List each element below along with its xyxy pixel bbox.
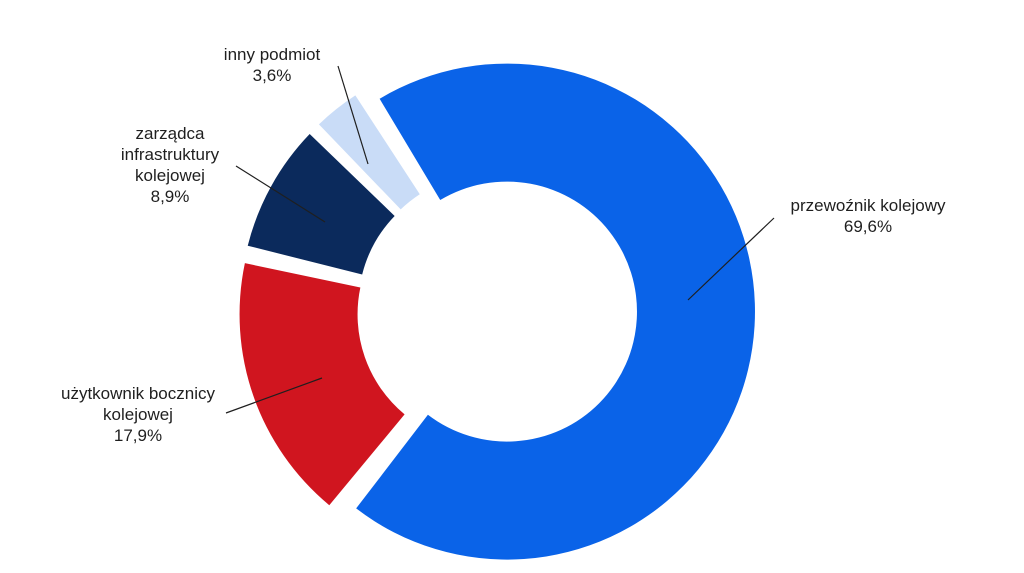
leader-line-uzytkownik-bocznicy-kolejowej — [225, 377, 323, 414]
data-label-uzytkownik-bocznicy-kolejowej: użytkownik bocznicy kolejowej 17,9% — [61, 384, 216, 445]
data-label-przewoznik-kolejowy: przewoźnik kolejowy 69,6% — [791, 196, 946, 236]
slice-inny-podmiot — [318, 95, 420, 210]
slice-category-label: zarządca — [136, 124, 206, 143]
slice-category-label: infrastruktury — [121, 145, 220, 164]
slice-value-label: 3,6% — [253, 66, 292, 85]
slice-przewoznik-kolejowy — [356, 63, 755, 560]
leader-line-przewoznik-kolejowy — [687, 217, 775, 301]
leader-line-zarzadca-infrastruktury-kolejowej — [235, 165, 326, 223]
leader-line-inny-podmiot — [337, 65, 369, 165]
data-label-inny-podmiot: inny podmiot 3,6% — [224, 45, 321, 85]
slice-category-label: użytkownik bocznicy — [61, 384, 216, 403]
slice-value-label: 69,6% — [844, 217, 892, 236]
slice-value-label: 8,9% — [151, 187, 190, 206]
slice-category-label: przewoźnik kolejowy — [791, 196, 946, 215]
chart-leader-lines — [225, 65, 775, 414]
slice-zarzadca-infrastruktury-kolejowej — [247, 134, 395, 275]
data-label-zarzadca-infrastruktury-kolejowej: zarządca infrastruktury kolejowej 8,9% — [121, 124, 220, 206]
slice-category-label: inny podmiot — [224, 45, 321, 64]
chart-labels: przewoźnik kolejowy 69,6% użytkownik boczn… — [61, 45, 946, 445]
slice-category-label: kolejowej — [103, 405, 173, 424]
slice-category-label: kolejowej — [135, 166, 205, 185]
chart-slices — [239, 63, 755, 560]
slice-uzytkownik-bocznicy-kolejowej — [239, 263, 405, 506]
slice-value-label: 17,9% — [114, 426, 162, 445]
